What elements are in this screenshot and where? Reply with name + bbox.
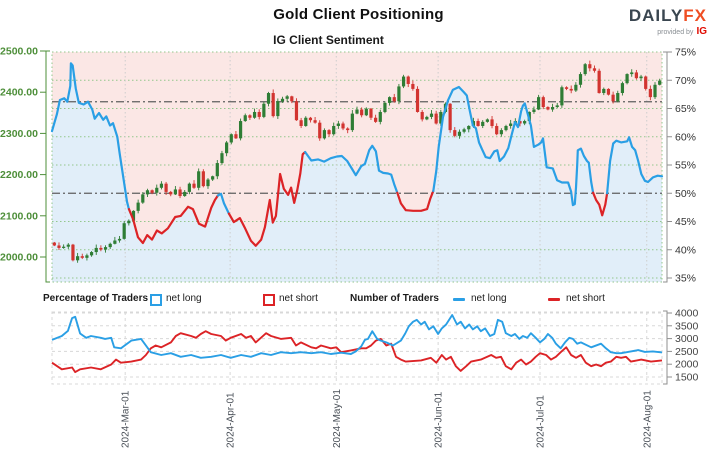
sentiment-line-net-short [227,150,307,247]
legend-number-of-traders: Number of Traders [350,293,439,304]
svg-text:60%: 60% [675,131,696,143]
sentiment-line-net-long [432,85,595,207]
price-candles [52,60,662,263]
sentiment-line-net-long [605,136,664,195]
dailyfx-logo-wordmark: DAILYFX [629,7,707,24]
sentiment-line-net-short [591,191,609,217]
ig-logo: IG [696,26,707,37]
svg-text:2024-Mar-01: 2024-Mar-01 [121,390,132,448]
price-axis: 2500.00 2400.00 2300.00 2200.00 2100.00 2000.… [0,46,50,283]
legend-net-long-line-icon [453,298,465,301]
svg-text:35%: 35% [675,273,696,285]
svg-text:40%: 40% [675,244,696,256]
sentiment-line-net-short [396,189,435,212]
page-title: Gold Client Positioning [273,6,444,23]
svg-text:45%: 45% [675,216,696,228]
svg-text:2200.00: 2200.00 [0,169,38,181]
svg-text:2024-Jun-01: 2024-Jun-01 [434,391,445,448]
logo-daily-text: DAILY [628,6,684,25]
main-chart: 2500.00 2400.00 2300.00 2200.00 2100.00 2000.… [0,46,696,285]
logo-provided-by: provided by IG [657,26,707,37]
legend-pct-net-short-label: net short [279,293,318,304]
svg-text:3000: 3000 [675,333,699,345]
date-axis-labels: 2024-Mar-01 2024-Apr-01 2024-May-01 2024-Ju… [121,389,654,448]
percent-axis: 75% 70% 65% 60% 55% 50% 45% 40% 35% [663,47,696,285]
legend-pct-net-long-label: net long [166,293,202,304]
traders-line-net-short [51,330,663,374]
svg-text:2500: 2500 [675,346,699,358]
sentiment-line-net-long [304,144,399,194]
sentiment-line-net-long [216,192,230,215]
traders-line-net-long [51,314,663,359]
legend-percentage-of-traders: Percentage of Traders [43,293,149,304]
svg-text:2024-Aug-01: 2024-Aug-01 [642,390,653,448]
legend-net-short-square-icon [263,294,275,306]
svg-text:70%: 70% [675,75,696,87]
svg-text:2400.00: 2400.00 [0,87,38,99]
svg-text:2024-Apr-01: 2024-Apr-01 [226,392,237,448]
svg-text:2500.00: 2500.00 [0,46,38,58]
legend-num-net-long-label: net long [471,293,507,304]
svg-text:2000.00: 2000.00 [0,252,38,264]
legend-num-net-short-label: net short [566,293,605,304]
logo-fx-text: FX [683,6,707,25]
svg-text:2100.00: 2100.00 [0,210,38,222]
legend-net-long-square-icon [150,294,162,306]
chart-subtitle: IG Client Sentiment [273,33,384,47]
svg-text:3500: 3500 [675,320,699,332]
svg-text:55%: 55% [675,160,696,172]
dailyfx-logo: DAILYFX provided by IG [629,7,707,37]
svg-text:2024-Jul-01: 2024-Jul-01 [536,395,547,448]
svg-text:4000: 4000 [675,308,699,320]
legend-net-short-line-icon [548,298,560,301]
svg-text:2024-May-01: 2024-May-01 [332,389,343,448]
sentiment-line-net-long [50,62,130,211]
svg-text:2300.00: 2300.00 [0,128,38,140]
sentiment-line-net-short [127,194,219,245]
svg-text:2000: 2000 [675,359,699,371]
svg-text:50%: 50% [675,188,696,200]
svg-text:1500: 1500 [675,372,699,384]
svg-text:75%: 75% [675,47,696,59]
svg-text:65%: 65% [675,103,696,115]
